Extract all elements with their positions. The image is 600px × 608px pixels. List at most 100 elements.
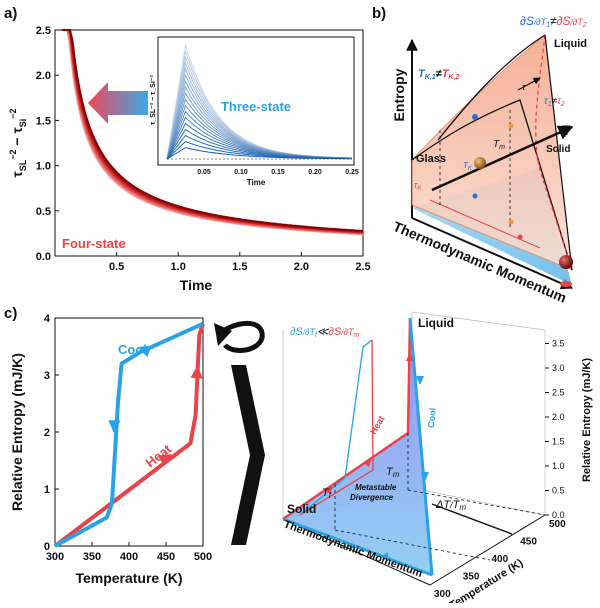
c3d-floor-front [282,518,431,586]
panel-c-chart: 0 1 2 3 4 300 350 400 450 500 Temperature (K) Re… [9,313,212,586]
c3d-cool-curve [408,317,434,576]
c3d-z-tick-label: 2.0 [552,412,565,422]
panel-b-tau-neq: τ1≠τ2 [544,96,565,108]
inset-x-tick-label: 0.05 [197,169,211,176]
panel-b-edge [544,34,573,271]
c3d-cool-projection [299,339,373,516]
transition-arrow-icon [88,82,148,124]
panel-a-xlabel: Time [180,277,213,293]
panel-c-y-tick-label: 0 [44,541,50,553]
panel-b-entropy-label: Entropy [391,68,407,121]
c3d-z-tick-label: 0.5 [552,486,565,496]
panel-b-tau-arrow [517,77,541,91]
panel-b-glass-label: Glass [416,153,446,165]
panel-c-x-tick-label: 500 [194,551,212,563]
panel-b-dot-red [517,234,523,240]
panel-a-label: a) [4,5,17,22]
panel-b-label: b) [372,5,386,22]
c3d-cool-arrow-2-icon [421,472,429,481]
panel-b-solid-label: Solid [546,144,570,155]
panel-b-liquid-label: Liquid [554,38,587,50]
panel-b-tm-label: Tm [493,139,505,151]
inset-x-tick-label: 0.20 [308,169,322,176]
panel-b-tk-label: TK [463,161,473,172]
panel-a-ylabel: τSL−2 − τSi−2 [8,108,28,177]
c3d-z-tick-label: 0.0 [552,510,565,520]
panel-c-y-ticks: 0 1 2 3 4 [44,313,59,553]
panel-a-x-tick-label: 1.5 [232,261,247,273]
panel-a-line-curve-8 [62,29,364,232]
inset-line [166,147,352,160]
panel-a-chart: 0.00.51.01.52.02.5 0.5 1.0 1.5 2.0 2.5 Time … [8,25,371,293]
c3d-entropy-axis-label: Relative Entropy (mJ/K) [581,358,593,482]
panel-a-curves [62,29,364,236]
panel-c-direction-arrow-icon [137,345,152,358]
inset-ylabel: τ_SL⁻² − τ_Si⁻² [150,75,157,125]
c3d-heat-label: Heat [368,414,386,436]
c3d-solid-label: Solid [287,502,316,516]
panel-c-xlabel: Temperature (K) [75,570,182,586]
panel-a-x-tick-label: 0.5 [109,261,124,273]
panel-b-ball-red [559,255,573,269]
c3d-wall-top [411,311,546,331]
inset-x-ticks: 0.05 0.10 0.15 0.20 0.25 [197,169,359,176]
panel-b-momentum-axis [411,217,574,290]
panel-c-direction-arrow-icon [108,420,121,434]
c3d-t-ticks: 300 350 400 450 500 [434,519,566,600]
c3d-formula: ∂S/∂Tf≪∂S/∂Tm [290,326,359,339]
panel-a-inset: 0.05 0.10 0.15 0.20 0.25 Time τ_SL⁻² − τ_Si⁻… [150,36,359,187]
panel-c-legend-cool: Cool [118,342,147,357]
panel-a-frame [54,29,364,257]
chevron-right-icon [231,365,265,545]
panel-a-y-tick-label: 1.5 [36,115,51,127]
inset-legend-three-state: Three-state [221,99,291,114]
panel-a-y-tick-label: 0.0 [36,251,51,263]
inset-x-tick-label: 0.10 [234,169,248,176]
c3d-z-tick-label: 1.0 [552,461,565,471]
inset-xlabel: Time [247,178,266,187]
inset-x-tick-label: 0.15 [271,169,285,176]
c3d-delta-dash-1 [407,489,546,516]
panel-a-x-ticks: 0.5 1.0 1.5 2.0 2.5 [109,252,371,273]
panel-c-line-heat [53,323,205,548]
c3d-t-tick-label: 500 [549,519,566,530]
panel-c-x-tick-label: 400 [120,551,138,563]
panel-a-y-ticks: 0.0 0.5 1.0 1.5 2.0 2.5 [36,25,59,263]
c3d-heat-arrow-1-icon [325,486,333,494]
c3d-z-tick-label: 1.5 [552,437,565,447]
c3d-t-tick-label: 350 [463,572,480,583]
panel-b-ball-red-shadow [560,281,572,287]
panel-a-legend-four-state: Four-state [62,236,126,251]
c3d-heat-projection [299,339,374,516]
c3d-metastable-1: Metastable [355,483,397,492]
panel-b-dot-blue-1 [472,114,478,120]
panel-a-y-tick-label: 0.5 [36,206,51,218]
panel-b-liquid-curve [437,34,546,141]
c3d-z-ticks: 0.0 0.5 1.0 1.5 2.0 2.5 3.0 3.5 [545,339,565,520]
panel-c-x-tick-label: 350 [83,551,101,563]
panel-c-x-tick-label: 300 [46,551,64,563]
panel-c-y-tick-label: 1 [44,484,50,496]
rotate-arrow-icon [216,320,265,353]
panel-b-temperature-label: T [562,122,571,138]
c3d-delta-label: ΔT/Tm [435,499,466,512]
panel-a-y-tick-label: 2.5 [36,25,51,37]
c3d-metastable-2: Divergence [350,493,394,502]
c3d-tm-label: Tm [386,466,400,479]
panel-c-direction-arrow-icon [157,454,173,466]
c3d-t-tick-label: 300 [434,589,451,600]
c3d-temp-axis-label: Temperature (K) [448,557,526,603]
panel-b-formula: ∂S/∂T1≠∂S/∂T2 [520,14,587,29]
panel-c-x-ticks: 300 350 400 450 500 [46,542,212,563]
panel-c-y-tick-label: 4 [44,313,51,325]
c3d-tf-label: Tf [322,487,332,500]
c3d-delta-dash-2 [334,529,491,561]
panel-a-y-tick-label: 1.0 [36,161,51,173]
c3d-temp-axis-line [429,514,546,586]
c3d-floor-right [411,487,546,516]
c3d-cool-arrow-3-icon [380,552,388,560]
c3d-t-tick-label: 400 [492,554,509,565]
c3d-heat-arrow-2-icon [364,458,372,467]
panel-a-x-tick-label: 2.0 [294,261,309,273]
